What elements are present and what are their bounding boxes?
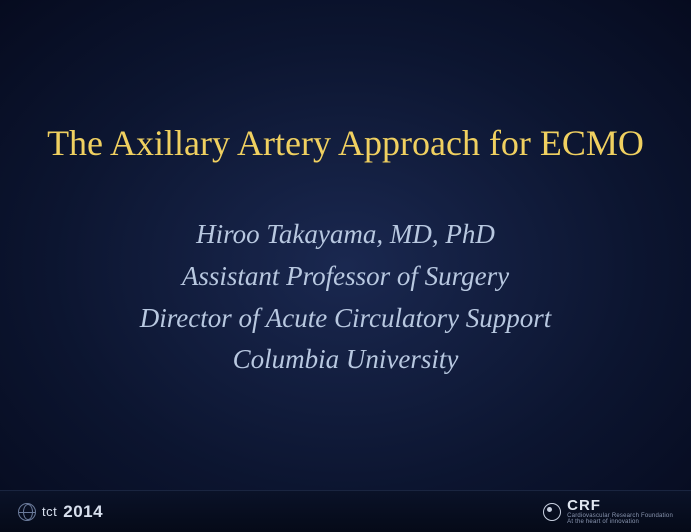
crf-brand: CRF	[567, 498, 673, 513]
slide: The Axillary Artery Approach for ECMO Hi…	[0, 0, 691, 532]
footer-left-brand: tct 2014	[18, 502, 103, 522]
crf-subtext: At the heart of innovation	[567, 519, 673, 525]
author-block: Hiroo Takayama, MD, PhD Assistant Profes…	[140, 214, 551, 381]
footer-right-brand: CRF Cardiovascular Research Foundation A…	[543, 498, 673, 525]
author-name: Hiroo Takayama, MD, PhD	[140, 214, 551, 256]
author-position: Assistant Professor of Surgery	[140, 256, 551, 298]
author-affiliation: Columbia University	[140, 339, 551, 381]
footer-bar: tct 2014 CRF Cardiovascular Research Foun…	[0, 490, 691, 532]
brand-year: 2014	[63, 502, 103, 522]
crf-text-block: CRF Cardiovascular Research Foundation A…	[567, 498, 673, 525]
brand-prefix: tct	[42, 504, 57, 519]
crf-logo-icon	[543, 503, 561, 521]
slide-title: The Axillary Artery Approach for ECMO	[47, 121, 644, 166]
globe-icon	[18, 503, 36, 521]
slide-content: The Axillary Artery Approach for ECMO Hi…	[0, 0, 691, 532]
author-role: Director of Acute Circulatory Support	[140, 298, 551, 340]
